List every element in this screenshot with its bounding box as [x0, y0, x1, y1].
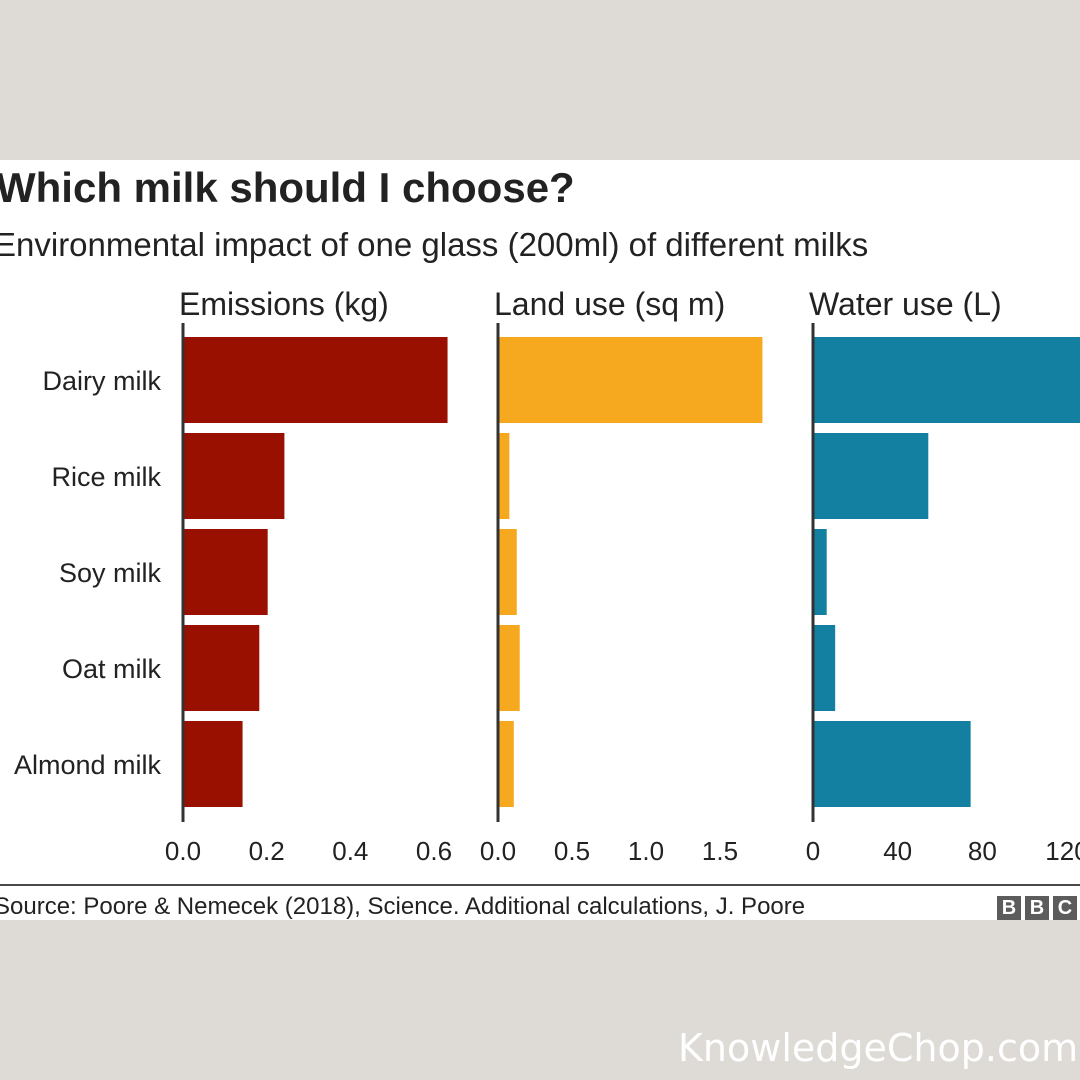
bar-oat-milk — [499, 625, 520, 711]
chart-card: Which milk should I choose? Environmenta… — [0, 160, 1080, 920]
bar-almond-milk — [499, 721, 514, 807]
chart-subtitle: Environmental impact of one glass (200ml… — [0, 226, 869, 263]
panel-title: Land use (sq m) — [494, 286, 725, 322]
source-note: Source: Poore & Nemecek (2018), Science.… — [0, 893, 806, 920]
tick-label: 0.0 — [480, 836, 516, 866]
bbc-logo-letter: B — [997, 896, 1021, 920]
bar-almond-milk — [814, 721, 971, 807]
chart-title: Which milk should I choose? — [0, 164, 575, 211]
watermark: KnowledgeChop.com — [678, 1026, 1079, 1070]
panel-title: Water use (L) — [809, 286, 1002, 322]
panel-title: Emissions (kg) — [179, 286, 389, 322]
tick-label: 1.5 — [702, 836, 738, 866]
tick-label: 0.4 — [332, 836, 368, 866]
bar-soy-milk — [499, 529, 517, 615]
tick-label: 80 — [968, 836, 997, 866]
bbc-logo-letter: B — [1025, 896, 1049, 920]
bar-oat-milk — [184, 625, 260, 711]
bar-dairy-milk — [814, 337, 1080, 423]
bar-rice-milk — [499, 433, 510, 519]
footer-rule — [0, 884, 1080, 886]
category-label: Dairy milk — [43, 366, 162, 396]
category-label: Almond milk — [14, 750, 162, 780]
category-label: Rice milk — [51, 462, 161, 492]
tick-label: 0.6 — [416, 836, 452, 866]
bbc-logo: B B C — [997, 896, 1077, 920]
bar-soy-milk — [814, 529, 827, 615]
bar-rice-milk — [814, 433, 929, 519]
bar-dairy-milk — [184, 337, 448, 423]
bar-oat-milk — [814, 625, 836, 711]
bar-almond-milk — [184, 721, 243, 807]
category-label: Soy milk — [59, 558, 162, 588]
bar-soy-milk — [184, 529, 268, 615]
bar-dairy-milk — [499, 337, 763, 423]
tick-label: 0 — [806, 836, 820, 866]
bbc-logo-letter: C — [1053, 896, 1077, 920]
tick-label: 120 — [1045, 836, 1080, 866]
category-label: Oat milk — [62, 654, 162, 684]
tick-label: 0.2 — [249, 836, 285, 866]
bar-rice-milk — [184, 433, 285, 519]
tick-label: 40 — [883, 836, 912, 866]
tick-label: 1.0 — [628, 836, 664, 866]
tick-label: 0.5 — [554, 836, 590, 866]
chart-svg: Dairy milk Rice milk Soy milk Oat milk Almon… — [14, 286, 1080, 866]
tick-label: 0.0 — [165, 836, 201, 866]
